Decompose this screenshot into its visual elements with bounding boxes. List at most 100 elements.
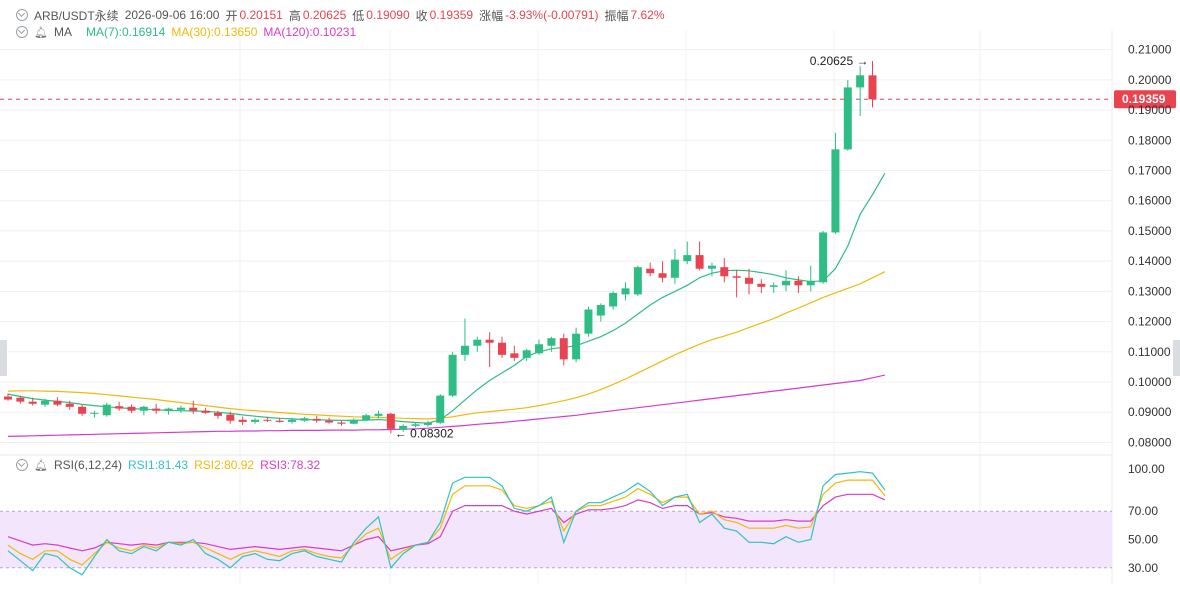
candle-body [41,400,50,405]
candle-body [312,418,321,421]
candle-body [263,419,272,421]
close-value: 0.19359 [429,8,474,22]
candle [201,407,210,414]
ma-toggle-icon[interactable] [16,26,28,38]
left-scroll-handle[interactable] [0,340,7,376]
candle [176,405,185,413]
candle-body [386,413,395,429]
y-tick-label: 0.15000 [1128,224,1172,238]
candle-body [238,419,247,422]
candle [4,393,12,401]
ma-legend: 🔔︎ MA MA(7):0.16914 MA(30):0.13650 MA(12… [0,23,362,41]
candle [251,418,259,424]
right-scroll-handle[interactable] [1173,340,1180,376]
candle [843,79,852,151]
rsi3-line [7,493,886,552]
candle [288,417,297,424]
candle-body [176,407,185,410]
candle-body [226,414,235,421]
candle-body [547,338,556,346]
candle-body [337,422,346,424]
y-tick-label: 0.13000 [1128,284,1172,298]
rsi-lines [7,471,886,576]
candle [436,394,445,425]
candle-body [127,406,136,411]
candle [745,268,753,295]
high-label: 高 [288,8,301,23]
candle-body [349,419,358,424]
candle-body [374,413,383,416]
candle [535,339,544,355]
change-value: -3.93%(-0.00791) [505,8,599,22]
candle-body [535,344,544,354]
rsi3-legend: RSI3:78.32 [260,458,321,472]
candle-body [399,425,408,430]
candle-body [275,420,284,422]
candle [386,412,395,434]
candle-body [16,397,25,402]
candle-body [485,339,494,343]
rsi1-legend: RSI1:81.43 [128,458,189,472]
high-value: 0.20625 [302,8,347,22]
y-axis-labels: 0.21000 0.20000 0.19000 0.18000 0.17000 0.160… [1128,43,1172,575]
candle [460,318,469,361]
rsi-toggle-icon[interactable] [16,459,28,471]
candle-body [843,87,852,150]
candle-body [251,419,259,422]
low-value: 0.19090 [366,8,410,22]
candle [349,418,358,425]
y-tick-label: 0.16000 [1128,194,1172,208]
candle [399,424,408,432]
candle-body [90,412,99,414]
candle [794,276,803,293]
candle [90,410,99,418]
candle [646,262,655,277]
last-price-label: 0.19359 [1122,92,1166,106]
ma-indicator-label[interactable]: MA [53,25,72,39]
candle [226,411,235,424]
candle-body [745,277,753,284]
candle-body [683,255,692,262]
candle-body [448,354,457,396]
candle-body [646,268,655,274]
candle [757,279,766,293]
rsi2-line [7,479,886,566]
candle [473,336,482,352]
candle-body [510,353,519,358]
candle [806,265,815,292]
candle [423,420,432,427]
candle [596,303,605,322]
ma7-legend: MA(7):0.16914 [85,25,166,39]
rsi-bell-icon[interactable]: 🔔︎ [34,459,48,472]
collapse-toggle-icon[interactable] [16,9,28,21]
datetime-label: 2026-09-06 16:00 [124,8,220,22]
candle [263,416,272,422]
candle [78,404,87,416]
candle [584,306,593,337]
candle [658,261,667,283]
candle-body [189,407,198,411]
candle [609,291,618,310]
candle [683,241,692,265]
candle [819,230,828,284]
rsi-band-fill [0,511,1112,568]
bell-icon[interactable]: 🔔︎ [34,26,48,39]
rsi1-line [7,471,886,576]
ma120-line [7,374,886,437]
low-label: 低 [352,8,365,23]
candle-body [164,408,173,411]
change-label: 涨幅 [479,8,504,23]
candle [275,417,284,423]
candle-body [794,280,803,286]
candle-body [559,338,568,360]
candle-body [115,406,124,409]
candle [485,332,494,367]
candle-body [411,424,420,426]
rsi-indicator-label[interactable]: RSI(6,12,24) [53,458,123,472]
candle-body [460,345,469,355]
candle [337,420,346,426]
candle [362,413,371,422]
rsi-tick-label: 70.00 [1128,504,1158,518]
